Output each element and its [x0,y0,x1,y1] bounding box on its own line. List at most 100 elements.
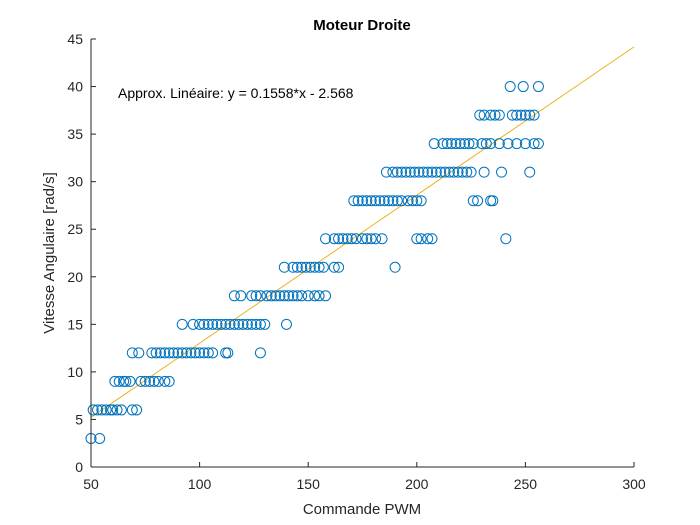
data-point [478,166,490,178]
y-tick-label: 40 [67,79,83,95]
data-point [333,261,345,273]
data-point [259,318,271,330]
data-point [283,290,295,302]
data-point [456,166,468,178]
x-tick-label: 50 [83,476,99,492]
data-point [291,290,303,302]
data-point [135,375,147,387]
data-point [181,347,193,359]
data-point [254,347,266,359]
data-point [396,166,408,178]
data-point [370,233,382,245]
fit-equation-annotation: Approx. Linéaire: y = 0.1558*x - 2.568 [118,85,354,101]
data-point [144,375,156,387]
data-point [459,138,471,150]
data-point [233,318,245,330]
data-point [348,195,360,207]
data-point [376,233,388,245]
data-point [426,166,438,178]
y-tick-label: 0 [75,459,83,475]
data-point [198,318,210,330]
data-point [478,109,490,121]
data-point [409,166,421,178]
data-point [524,109,536,121]
data-point [493,138,505,150]
data-point [500,233,512,245]
data-point [224,318,236,330]
data-point [357,233,368,245]
data-point [357,195,368,207]
data-point [250,290,262,302]
data-point [337,233,349,245]
data-point [126,347,138,359]
data-point [107,404,119,416]
data-point [532,81,544,93]
data-point [159,375,171,387]
data-point [146,347,158,359]
data-point [328,233,340,245]
data-point [389,261,401,273]
data-point [485,138,497,150]
data-point [333,233,345,245]
data-point [111,404,123,416]
data-point [461,166,473,178]
data-point [87,404,99,416]
data-point [278,261,290,273]
data-point [387,166,399,178]
axes-layer [90,39,634,468]
chart-title: Moteur Droite [313,17,411,34]
data-point [489,109,501,121]
data-point [100,404,112,416]
data-point [443,166,455,178]
data-point [502,138,514,150]
data-point [317,261,329,273]
data-point [202,318,214,330]
data-point [411,233,423,245]
data-point [296,261,308,273]
data-point [150,347,162,359]
y-tick-label: 25 [67,221,83,237]
data-point [487,195,499,207]
data-point [511,138,523,150]
data-point [278,290,290,302]
data-point [320,290,332,302]
data-point [120,375,132,387]
data-point [519,109,531,121]
data-point [302,290,314,302]
data-point [378,195,390,207]
data-point [415,195,427,207]
data-point [361,195,373,207]
data-point [437,138,449,150]
ticks-layer: 50 100 150 200 250 300 0 5 10 15 20 25 30 35 40 45 [67,31,645,492]
data-point [139,375,151,387]
data-point [480,138,492,150]
data-point [126,404,138,416]
data-point [448,166,460,178]
data-point [287,290,299,302]
data-point [426,233,438,245]
x-tick-label: 300 [622,476,646,492]
x-tick-label: 200 [405,476,429,492]
data-point [176,318,188,330]
data-point [450,138,462,150]
data-point [404,166,416,178]
data-point [313,261,325,273]
data-point [270,290,282,302]
data-point [207,347,219,359]
data-point [485,109,497,121]
data-point [454,138,466,150]
data-point [528,109,540,121]
data-point [493,109,505,121]
data-point [328,261,340,273]
data-point [309,261,321,273]
data-point [519,138,531,150]
data-point [152,375,164,387]
y-tick-label: 15 [67,316,83,332]
data-point [476,138,488,150]
data-point [415,233,427,245]
data-point [391,166,403,178]
data-point [361,233,373,245]
data-point [352,195,364,207]
data-point [391,195,403,207]
